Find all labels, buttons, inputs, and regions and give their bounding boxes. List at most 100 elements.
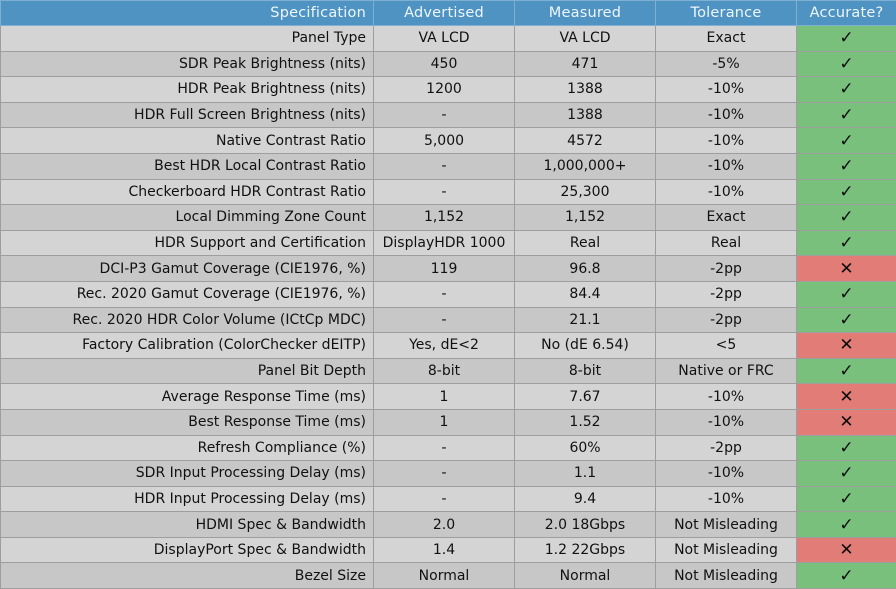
- table-row: Rec. 2020 Gamut Coverage (CIE1976, %)-84…: [1, 281, 896, 307]
- accurate-check-icon: ✓: [797, 563, 896, 589]
- cell-specification: Rec. 2020 Gamut Coverage (CIE1976, %): [1, 281, 374, 307]
- table-row: Checkerboard HDR Contrast Ratio-25,300-1…: [1, 179, 896, 205]
- table-row: Best HDR Local Contrast Ratio-1,000,000+…: [1, 153, 896, 179]
- accurate-check-icon: ✓: [797, 26, 896, 52]
- cell-measured: 1,152: [515, 205, 656, 231]
- cell-tolerance: Not Misleading: [656, 563, 797, 589]
- cell-measured: Normal: [515, 563, 656, 589]
- accurate-check-icon: ✓: [797, 51, 896, 77]
- inaccurate-cross-icon: ✕: [797, 409, 896, 435]
- cell-advertised: -: [374, 102, 515, 128]
- accurate-check-icon: ✓: [797, 77, 896, 103]
- accurate-check-icon: ✓: [797, 307, 896, 333]
- cell-tolerance: -2pp: [656, 435, 797, 461]
- table-row: SDR Input Processing Delay (ms)-1.1-10%✓: [1, 461, 896, 487]
- accurate-check-icon: ✓: [797, 153, 896, 179]
- cell-advertised: 1: [374, 409, 515, 435]
- cell-measured: 1388: [515, 102, 656, 128]
- cell-advertised: DisplayHDR 1000: [374, 230, 515, 256]
- accurate-check-icon: ✓: [797, 205, 896, 231]
- table-header: Specification Advertised Measured Tolera…: [1, 1, 896, 26]
- cell-specification: Local Dimming Zone Count: [1, 205, 374, 231]
- cell-advertised: -: [374, 461, 515, 487]
- accurate-check-icon: ✓: [797, 358, 896, 384]
- header-advertised: Advertised: [374, 1, 515, 26]
- cell-advertised: Yes, dE<2: [374, 333, 515, 359]
- cell-advertised: 1,152: [374, 205, 515, 231]
- cell-tolerance: -10%: [656, 179, 797, 205]
- cell-measured: 1.2 22Gbps: [515, 537, 656, 563]
- cell-specification: Refresh Compliance (%): [1, 435, 374, 461]
- header-specification: Specification: [1, 1, 374, 26]
- cell-specification: HDR Full Screen Brightness (nits): [1, 102, 374, 128]
- cell-specification: Best HDR Local Contrast Ratio: [1, 153, 374, 179]
- accurate-check-icon: ✓: [797, 486, 896, 512]
- accurate-check-icon: ✓: [797, 461, 896, 487]
- cell-measured: 8-bit: [515, 358, 656, 384]
- cell-advertised: VA LCD: [374, 26, 515, 52]
- cell-specification: DisplayPort Spec & Bandwidth: [1, 537, 374, 563]
- cell-advertised: -: [374, 281, 515, 307]
- cell-measured: 1388: [515, 77, 656, 103]
- cell-specification: HDR Peak Brightness (nits): [1, 77, 374, 103]
- table-row: Rec. 2020 HDR Color Volume (ICtCp MDC) -2…: [1, 307, 896, 333]
- cell-tolerance: -10%: [656, 153, 797, 179]
- cell-tolerance: Exact: [656, 205, 797, 231]
- cell-specification: HDMI Spec & Bandwidth: [1, 512, 374, 538]
- cell-tolerance: -2pp: [656, 307, 797, 333]
- cell-measured: 84.4: [515, 281, 656, 307]
- header-measured: Measured: [515, 1, 656, 26]
- cell-measured: 60%: [515, 435, 656, 461]
- inaccurate-cross-icon: ✕: [797, 384, 896, 410]
- accurate-check-icon: ✓: [797, 435, 896, 461]
- cell-measured: 21.1: [515, 307, 656, 333]
- cell-specification: Bezel Size: [1, 563, 374, 589]
- cell-measured: VA LCD: [515, 26, 656, 52]
- cell-specification: DCI-P3 Gamut Coverage (CIE1976, %): [1, 256, 374, 282]
- cell-measured: 96.8: [515, 256, 656, 282]
- accurate-check-icon: ✓: [797, 102, 896, 128]
- cell-specification: HDR Support and Certification: [1, 230, 374, 256]
- cell-tolerance: -2pp: [656, 281, 797, 307]
- cell-advertised: -: [374, 435, 515, 461]
- table-row: HDR Full Screen Brightness (nits)-1388-1…: [1, 102, 896, 128]
- cell-measured: 1.52: [515, 409, 656, 435]
- cell-specification: Panel Type: [1, 26, 374, 52]
- accurate-check-icon: ✓: [797, 179, 896, 205]
- cell-specification: Rec. 2020 HDR Color Volume (ICtCp MDC): [1, 307, 374, 333]
- table-row: Refresh Compliance (%)-60%-2pp✓: [1, 435, 896, 461]
- cell-specification: SDR Peak Brightness (nits): [1, 51, 374, 77]
- cell-specification: Checkerboard HDR Contrast Ratio: [1, 179, 374, 205]
- cell-tolerance: <5: [656, 333, 797, 359]
- cell-advertised: -: [374, 179, 515, 205]
- cell-tolerance: -10%: [656, 128, 797, 154]
- cell-advertised: Normal: [374, 563, 515, 589]
- cell-specification: Best Response Time (ms): [1, 409, 374, 435]
- accurate-check-icon: ✓: [797, 512, 896, 538]
- cell-measured: 4572: [515, 128, 656, 154]
- cell-measured: 2.0 18Gbps: [515, 512, 656, 538]
- cell-measured: 9.4: [515, 486, 656, 512]
- header-accurate: Accurate?: [797, 1, 896, 26]
- table-row: Factory Calibration (ColorChecker dEITP)…: [1, 333, 896, 359]
- table-row: HDR Input Processing Delay (ms)-9.4-10%✓: [1, 486, 896, 512]
- cell-tolerance: -10%: [656, 461, 797, 487]
- accurate-check-icon: ✓: [797, 230, 896, 256]
- inaccurate-cross-icon: ✕: [797, 537, 896, 563]
- cell-measured: 1.1: [515, 461, 656, 487]
- cell-advertised: 1: [374, 384, 515, 410]
- cell-tolerance: -10%: [656, 486, 797, 512]
- inaccurate-cross-icon: ✕: [797, 333, 896, 359]
- cell-measured: Real: [515, 230, 656, 256]
- cell-specification: HDR Input Processing Delay (ms): [1, 486, 374, 512]
- cell-tolerance: -10%: [656, 77, 797, 103]
- cell-advertised: -: [374, 486, 515, 512]
- cell-advertised: 450: [374, 51, 515, 77]
